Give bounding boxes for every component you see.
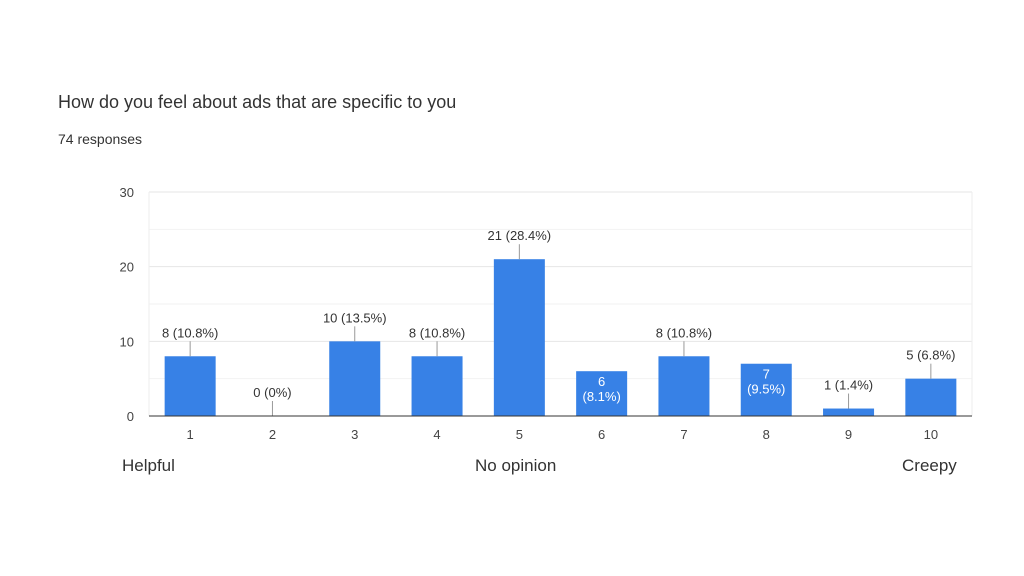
bar bbox=[658, 356, 710, 416]
x-tick-label: 6 bbox=[598, 427, 605, 442]
bar bbox=[823, 408, 875, 416]
bar bbox=[576, 371, 628, 416]
response-count: 74 responses bbox=[58, 131, 143, 147]
data-label: 7 bbox=[763, 367, 770, 382]
x-tick-label: 4 bbox=[433, 427, 440, 442]
scale-label-no-opinion: No opinion bbox=[475, 456, 557, 475]
bar bbox=[329, 341, 381, 416]
data-label: 8 (10.8%) bbox=[656, 325, 712, 340]
y-tick-label: 30 bbox=[120, 185, 134, 200]
x-tick-label: 10 bbox=[924, 427, 938, 442]
data-label: 8 (10.8%) bbox=[162, 325, 218, 340]
x-tick-label: 7 bbox=[680, 427, 687, 442]
data-label: 8 (10.8%) bbox=[409, 325, 465, 340]
x-tick-label: 2 bbox=[269, 427, 276, 442]
x-tick-label: 9 bbox=[845, 427, 852, 442]
data-label: 5 (6.8%) bbox=[906, 348, 955, 363]
scale-label-helpful: Helpful bbox=[122, 456, 175, 475]
bar bbox=[493, 259, 545, 416]
bar bbox=[905, 378, 957, 416]
scale-label-creepy: Creepy bbox=[902, 456, 957, 475]
data-label: 21 (28.4%) bbox=[488, 228, 552, 243]
chart-title: How do you feel about ads that are speci… bbox=[58, 92, 457, 112]
data-label: 1 (1.4%) bbox=[824, 378, 873, 393]
data-label: 10 (13.5%) bbox=[323, 310, 387, 325]
data-label: 0 (0%) bbox=[253, 385, 291, 400]
x-tick-label: 3 bbox=[351, 427, 358, 442]
x-tick-label: 8 bbox=[763, 427, 770, 442]
bar bbox=[740, 363, 792, 416]
bar bbox=[411, 356, 463, 416]
y-tick-label: 10 bbox=[120, 334, 134, 349]
x-tick-label: 1 bbox=[187, 427, 194, 442]
data-label: 6 bbox=[598, 374, 605, 389]
y-tick-label: 0 bbox=[127, 409, 134, 424]
data-label: (9.5%) bbox=[747, 382, 785, 397]
y-tick-label: 20 bbox=[120, 260, 134, 275]
x-tick-label: 5 bbox=[516, 427, 523, 442]
data-label: (8.1%) bbox=[583, 389, 621, 404]
bar bbox=[164, 356, 216, 416]
